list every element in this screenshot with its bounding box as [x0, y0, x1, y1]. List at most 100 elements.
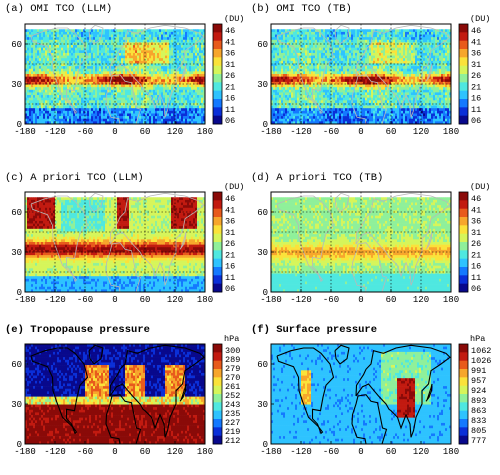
heat-cell [193, 58, 196, 62]
heat-cell [329, 71, 332, 75]
heat-cell [315, 71, 318, 75]
heat-cell [137, 47, 140, 51]
heat-cell [123, 100, 126, 104]
heat-cell [189, 97, 192, 101]
heat-cell [347, 58, 350, 62]
heat-cell [369, 37, 372, 41]
heat-cell [173, 92, 176, 96]
heat-cell [149, 110, 152, 114]
heat-cell [419, 29, 422, 33]
heat-cell [83, 39, 86, 43]
colorbar-segment [213, 24, 222, 33]
heat-cell [331, 66, 334, 70]
heat-cell [193, 100, 196, 104]
heat-cell [155, 110, 158, 114]
heat-cell [161, 58, 164, 62]
heat-cell [369, 50, 372, 54]
heat-cell [179, 34, 182, 38]
heat-cell [315, 42, 318, 46]
heat-cell [123, 47, 126, 51]
heat-cell [63, 87, 66, 91]
heat-cell [83, 60, 86, 64]
heat-cell [407, 52, 410, 56]
heat-cell [187, 108, 190, 112]
heat-cell [143, 55, 146, 59]
heat-cell [345, 71, 348, 75]
heat-cell [137, 63, 140, 67]
heat-cell [81, 47, 84, 51]
heat-cell [305, 52, 308, 56]
heat-cell [407, 45, 410, 48]
heat-cell [351, 68, 354, 72]
colorbar-tick-label: 36 [225, 49, 235, 59]
heat-cell [55, 66, 58, 70]
heat-cell [131, 121, 134, 124]
heat-cell [361, 34, 364, 38]
heat-cell [403, 34, 406, 38]
heat-cell [319, 34, 322, 38]
heat-cell [373, 31, 376, 35]
heat-cell [55, 42, 58, 46]
heat-cell [181, 121, 184, 124]
heat-cell [151, 47, 154, 51]
heat-cell [377, 47, 380, 51]
heat-cell [137, 66, 140, 70]
heat-cell [189, 55, 192, 59]
heat-cell [155, 37, 158, 41]
heat-cell [155, 76, 158, 80]
heat-cell [151, 76, 154, 80]
heat-cell [439, 63, 442, 67]
heat-cell [329, 76, 332, 80]
heat-cell [297, 39, 300, 43]
heat-cell [115, 60, 118, 64]
heat-cell [377, 39, 380, 43]
heat-cell [379, 60, 382, 64]
y-tick-label: 0 [17, 120, 22, 130]
heat-cell [125, 47, 128, 51]
heat-cell [337, 37, 340, 41]
heat-cell [47, 110, 50, 114]
heat-cell [61, 63, 64, 67]
heat-cell [33, 39, 36, 43]
heat-cell [423, 31, 426, 35]
heat-cell [43, 74, 46, 77]
y-tick-label: 60 [11, 40, 22, 50]
heat-cell [191, 105, 194, 109]
heat-cell [331, 71, 334, 75]
heat-cell [189, 74, 192, 77]
heat-cell [201, 116, 204, 120]
heat-cell [393, 29, 396, 33]
heat-cell [159, 100, 162, 104]
heat-cell [153, 74, 156, 77]
heat-cell [199, 89, 202, 93]
heat-cell [99, 34, 102, 38]
heat-cell [423, 42, 426, 46]
heat-cell [147, 95, 150, 98]
heat-cell [63, 79, 66, 83]
heat-cell [71, 31, 74, 35]
heat-cell [351, 66, 354, 70]
heat-cell [439, 39, 442, 43]
heat-cell [425, 58, 428, 62]
heat-cell [337, 45, 340, 48]
heat-cell [375, 45, 378, 48]
heat-cell [341, 71, 344, 75]
heat-cell [281, 71, 284, 75]
heat-cell [433, 74, 436, 77]
heat-cell [169, 39, 172, 43]
heat-cell [77, 60, 80, 64]
heat-cell [335, 55, 338, 59]
heat-cell [75, 29, 78, 33]
heat-cell [377, 45, 380, 48]
heat-cell [313, 60, 316, 64]
heat-cell [91, 63, 94, 67]
heat-cell [355, 45, 358, 48]
heat-cell [303, 29, 306, 33]
heat-cell [329, 58, 332, 62]
heat-cell [71, 45, 74, 48]
heat-cell [203, 50, 205, 54]
heat-cell [93, 87, 96, 91]
heat-cell [55, 108, 58, 112]
heat-cell [77, 68, 80, 72]
heat-cell [391, 71, 394, 75]
